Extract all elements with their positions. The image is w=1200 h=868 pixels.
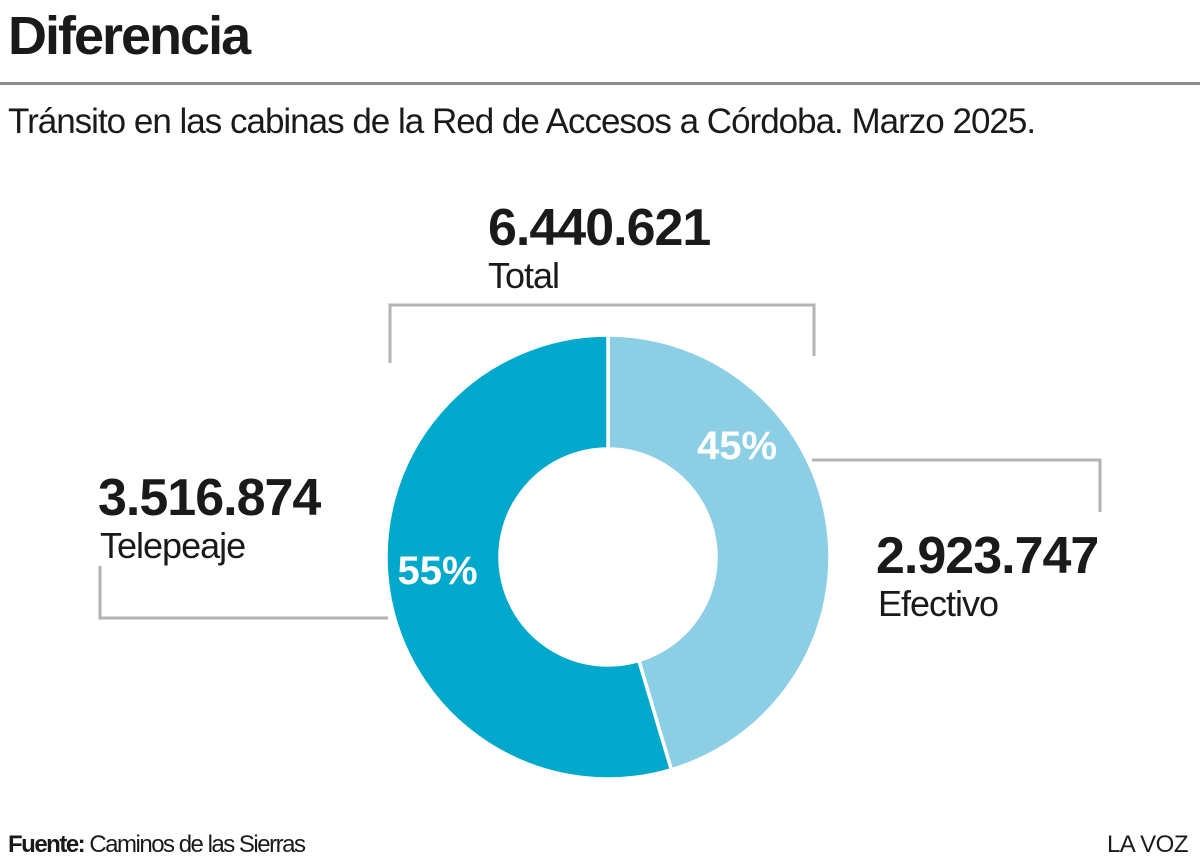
telepeaje-leader-line: [98, 566, 388, 620]
total-label: Total: [488, 255, 560, 296]
title-divider: [0, 82, 1200, 85]
chart-subtitle: Tránsito en las cabinas de la Red de Acc…: [8, 102, 1036, 141]
slice-telepeaje: [384, 333, 674, 781]
chart-title: Diferencia: [8, 6, 251, 66]
source-note: Fuente: Caminos de las Sierras: [8, 830, 306, 860]
brand-logo-text: LA VOZ: [1106, 831, 1189, 858]
total-bracket-line: [388, 303, 816, 363]
slice-label-telepeaje: 55%: [397, 549, 477, 593]
total-value: 6.440.621: [488, 199, 711, 257]
source-key: Fuente:: [8, 831, 86, 858]
efectivo-leader-line: [812, 458, 1102, 512]
slice-efectivo: [606, 333, 832, 772]
source-value: Caminos de las Sierras: [89, 831, 306, 858]
efectivo-label: Efectivo: [878, 583, 999, 624]
efectivo-value: 2.923.747: [876, 527, 1099, 585]
slice-label-efectivo: 45%: [697, 424, 777, 468]
telepeaje-label: Telepeaje: [100, 525, 246, 566]
telepeaje-value: 3.516.874: [98, 469, 321, 527]
